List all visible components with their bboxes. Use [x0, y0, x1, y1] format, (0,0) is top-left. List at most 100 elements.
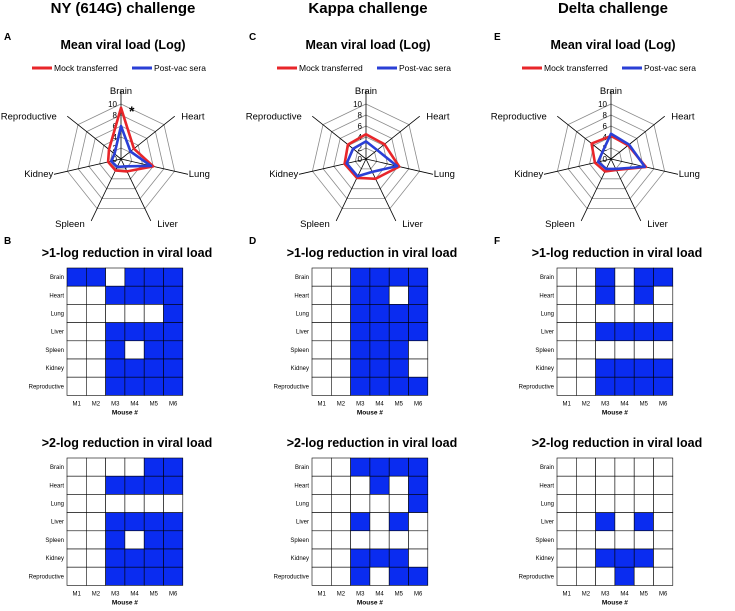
heatmap-cell: [86, 285, 106, 305]
heatmap-cell: [408, 457, 429, 477]
heatmap-cell: [614, 340, 635, 360]
heatmap-cell: [66, 376, 87, 396]
heatmap-cell: [595, 548, 616, 568]
heatmap-cell: [124, 548, 145, 568]
challenge-title: Kappa challenge: [308, 0, 427, 17]
heatmap-cell: [66, 267, 87, 287]
col-label: M6: [659, 591, 668, 597]
heatmap-cell: [576, 267, 596, 287]
heatmap-cell: [86, 376, 106, 396]
heatmap-cell: [66, 494, 87, 513]
heatmap-cell: [331, 285, 351, 305]
heatmap-cell: [369, 494, 390, 513]
heatmap-cell: [595, 457, 616, 477]
heatmap-cell: [163, 566, 184, 586]
row-label: Kidney: [46, 556, 64, 562]
legend-label: Mock transferred: [544, 63, 608, 73]
radar-ring: [556, 103, 666, 210]
col-label: M5: [640, 591, 649, 597]
col-label: M3: [111, 401, 120, 407]
heatmap-cell: [311, 267, 332, 287]
heatmap-cell: [331, 322, 351, 342]
heatmap-cell: [124, 376, 145, 396]
row-label: Lung: [541, 502, 554, 508]
heatmap-cell: [388, 512, 409, 532]
heatmap-cell: [576, 285, 596, 305]
heatmap-cell: [66, 530, 87, 550]
heatmap-cell: [124, 475, 145, 495]
heatmap-title: >1-log reduction in viral load: [42, 246, 213, 260]
radar-series-postvac: [596, 132, 647, 171]
heatmap-cell: [556, 376, 577, 396]
col-label: M1: [317, 591, 326, 597]
heatmap-cell: [653, 304, 674, 323]
panel-letter: B: [4, 236, 11, 247]
legend-label: Post-vac sera: [644, 63, 696, 73]
heatmap-cell: [163, 358, 184, 378]
radar-ring: [99, 136, 143, 180]
heatmap-cell: [105, 376, 126, 396]
heatmap-cell: [331, 304, 351, 323]
heatmap-cell: [331, 376, 351, 396]
heatmap-cell: [633, 530, 654, 550]
heatmap-cell: [124, 322, 145, 342]
heatmap-cell: [311, 475, 332, 495]
heatmap-cell: [350, 322, 371, 342]
row-label: Reproductive: [29, 574, 65, 580]
heatmap-cell: [143, 340, 164, 360]
heatmap-cell: [408, 530, 429, 550]
heatmap-cell: [614, 376, 635, 396]
heatmap-cell: [369, 376, 390, 396]
radar-series-postvac: [345, 140, 399, 178]
heatmap-cell: [633, 566, 654, 586]
heatmap-cell: [105, 512, 126, 532]
heatmap-cell: [105, 358, 126, 378]
x-axis-label: Mouse #: [602, 599, 628, 606]
heatmap-cell: [595, 530, 616, 550]
heatmap-cell: [653, 285, 674, 305]
radar-tick-label: 0: [113, 155, 118, 164]
radar-grid: [543, 90, 679, 222]
heatmap-cell: [614, 548, 635, 568]
radar-tick-label: 0: [358, 155, 363, 164]
heatmap-cell: [653, 340, 674, 360]
radar-ring: [567, 114, 655, 200]
heatmap-cell: [311, 322, 332, 342]
row-label: Liver: [296, 520, 309, 526]
heatmap-cell: [576, 548, 596, 568]
heatmap-cell: [408, 494, 429, 513]
heatmap-cell: [614, 530, 635, 550]
radar-spoke: [120, 158, 152, 222]
row-label: Kidney: [46, 366, 64, 372]
row-label: Reproductive: [274, 384, 310, 390]
heatmap-cell: [86, 322, 106, 342]
column-2: Kappa challenge C Mean viral load (Log) Moc…: [246, 0, 457, 606]
row-label: Kidney: [291, 556, 309, 562]
heatmap-cell: [614, 285, 635, 305]
col-label: M6: [169, 401, 178, 407]
heatmap-cell: [408, 376, 429, 396]
heatmap-cell: [163, 376, 184, 396]
heatmap-cell: [653, 267, 674, 287]
heatmap-cell: [124, 494, 145, 513]
radar-axis-label: Reproductive: [246, 111, 302, 122]
radar-axis-label: Lung: [189, 169, 210, 180]
heatmap-cell: [86, 457, 106, 477]
heatmap-cell: [105, 548, 126, 568]
heatmap-cell: [576, 512, 596, 532]
heatmap-cell: [124, 358, 145, 378]
heatmap-cell: [576, 494, 596, 513]
heatmap-cell: [614, 512, 635, 532]
row-label: Liver: [51, 520, 64, 526]
row-label: Brain: [540, 465, 554, 471]
row-label: Kidney: [291, 366, 309, 372]
heatmap-cell: [350, 512, 371, 532]
heatmap-cell: [369, 530, 390, 550]
heatmap-cell: [124, 512, 145, 532]
heatmap-cell: [350, 475, 371, 495]
heatmap-cell: [105, 304, 126, 323]
col-label: M5: [395, 591, 404, 597]
heatmap-cell: [311, 340, 332, 360]
col-label: M5: [150, 591, 159, 597]
heatmap-cell: [350, 494, 371, 513]
